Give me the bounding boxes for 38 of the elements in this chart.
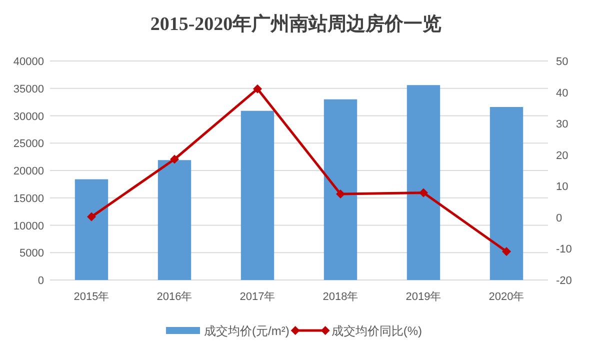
x-tick-label: 2020年 — [488, 291, 524, 303]
legend-label: 成交均价同比(%) — [331, 324, 422, 338]
y-tick-label: 40000 — [13, 56, 44, 68]
y2-tick-label: -20 — [556, 275, 572, 287]
y-tick-label: 0 — [38, 275, 44, 287]
y2-tick-label: 10 — [556, 181, 568, 194]
y-tick-label: 10000 — [13, 220, 44, 232]
y2-tick-label: 40 — [556, 87, 568, 100]
point — [253, 84, 262, 94]
y-tick-label: 5000 — [20, 248, 44, 260]
y2-tick-label: 20 — [556, 150, 568, 162]
y-tick-label: 20000 — [13, 166, 44, 178]
y-tick-label: 30000 — [13, 110, 44, 123]
legend-label: 成交均价(元/m²) — [204, 324, 290, 338]
point — [419, 188, 428, 198]
bar — [406, 85, 440, 280]
x-tick-label: 2016年 — [156, 291, 192, 303]
x-tick-label: 2019年 — [406, 291, 442, 303]
point — [336, 189, 345, 198]
y-tick-label: 35000 — [13, 83, 44, 96]
y-tick-label: 25000 — [13, 138, 44, 150]
y2-tick-label: 0 — [556, 212, 562, 224]
bar — [74, 179, 108, 280]
x-tick-label: 2018年 — [322, 291, 358, 303]
y2-tick-label: 30 — [556, 118, 568, 131]
bar — [324, 99, 358, 280]
point — [170, 154, 179, 164]
y2-tick-label: 50 — [556, 56, 568, 68]
bar — [490, 106, 524, 280]
x-tick-label: 2017年 — [240, 291, 276, 303]
y2-tick-label: -10 — [556, 244, 572, 256]
point — [87, 212, 96, 222]
bar — [158, 160, 192, 280]
bar — [240, 110, 274, 280]
x-tick-label: 2015年 — [74, 291, 110, 303]
chart-title: 2015-2020年广州南站周边房价一览 — [150, 13, 442, 35]
point — [502, 247, 511, 256]
y-tick-label: 15000 — [13, 192, 44, 205]
